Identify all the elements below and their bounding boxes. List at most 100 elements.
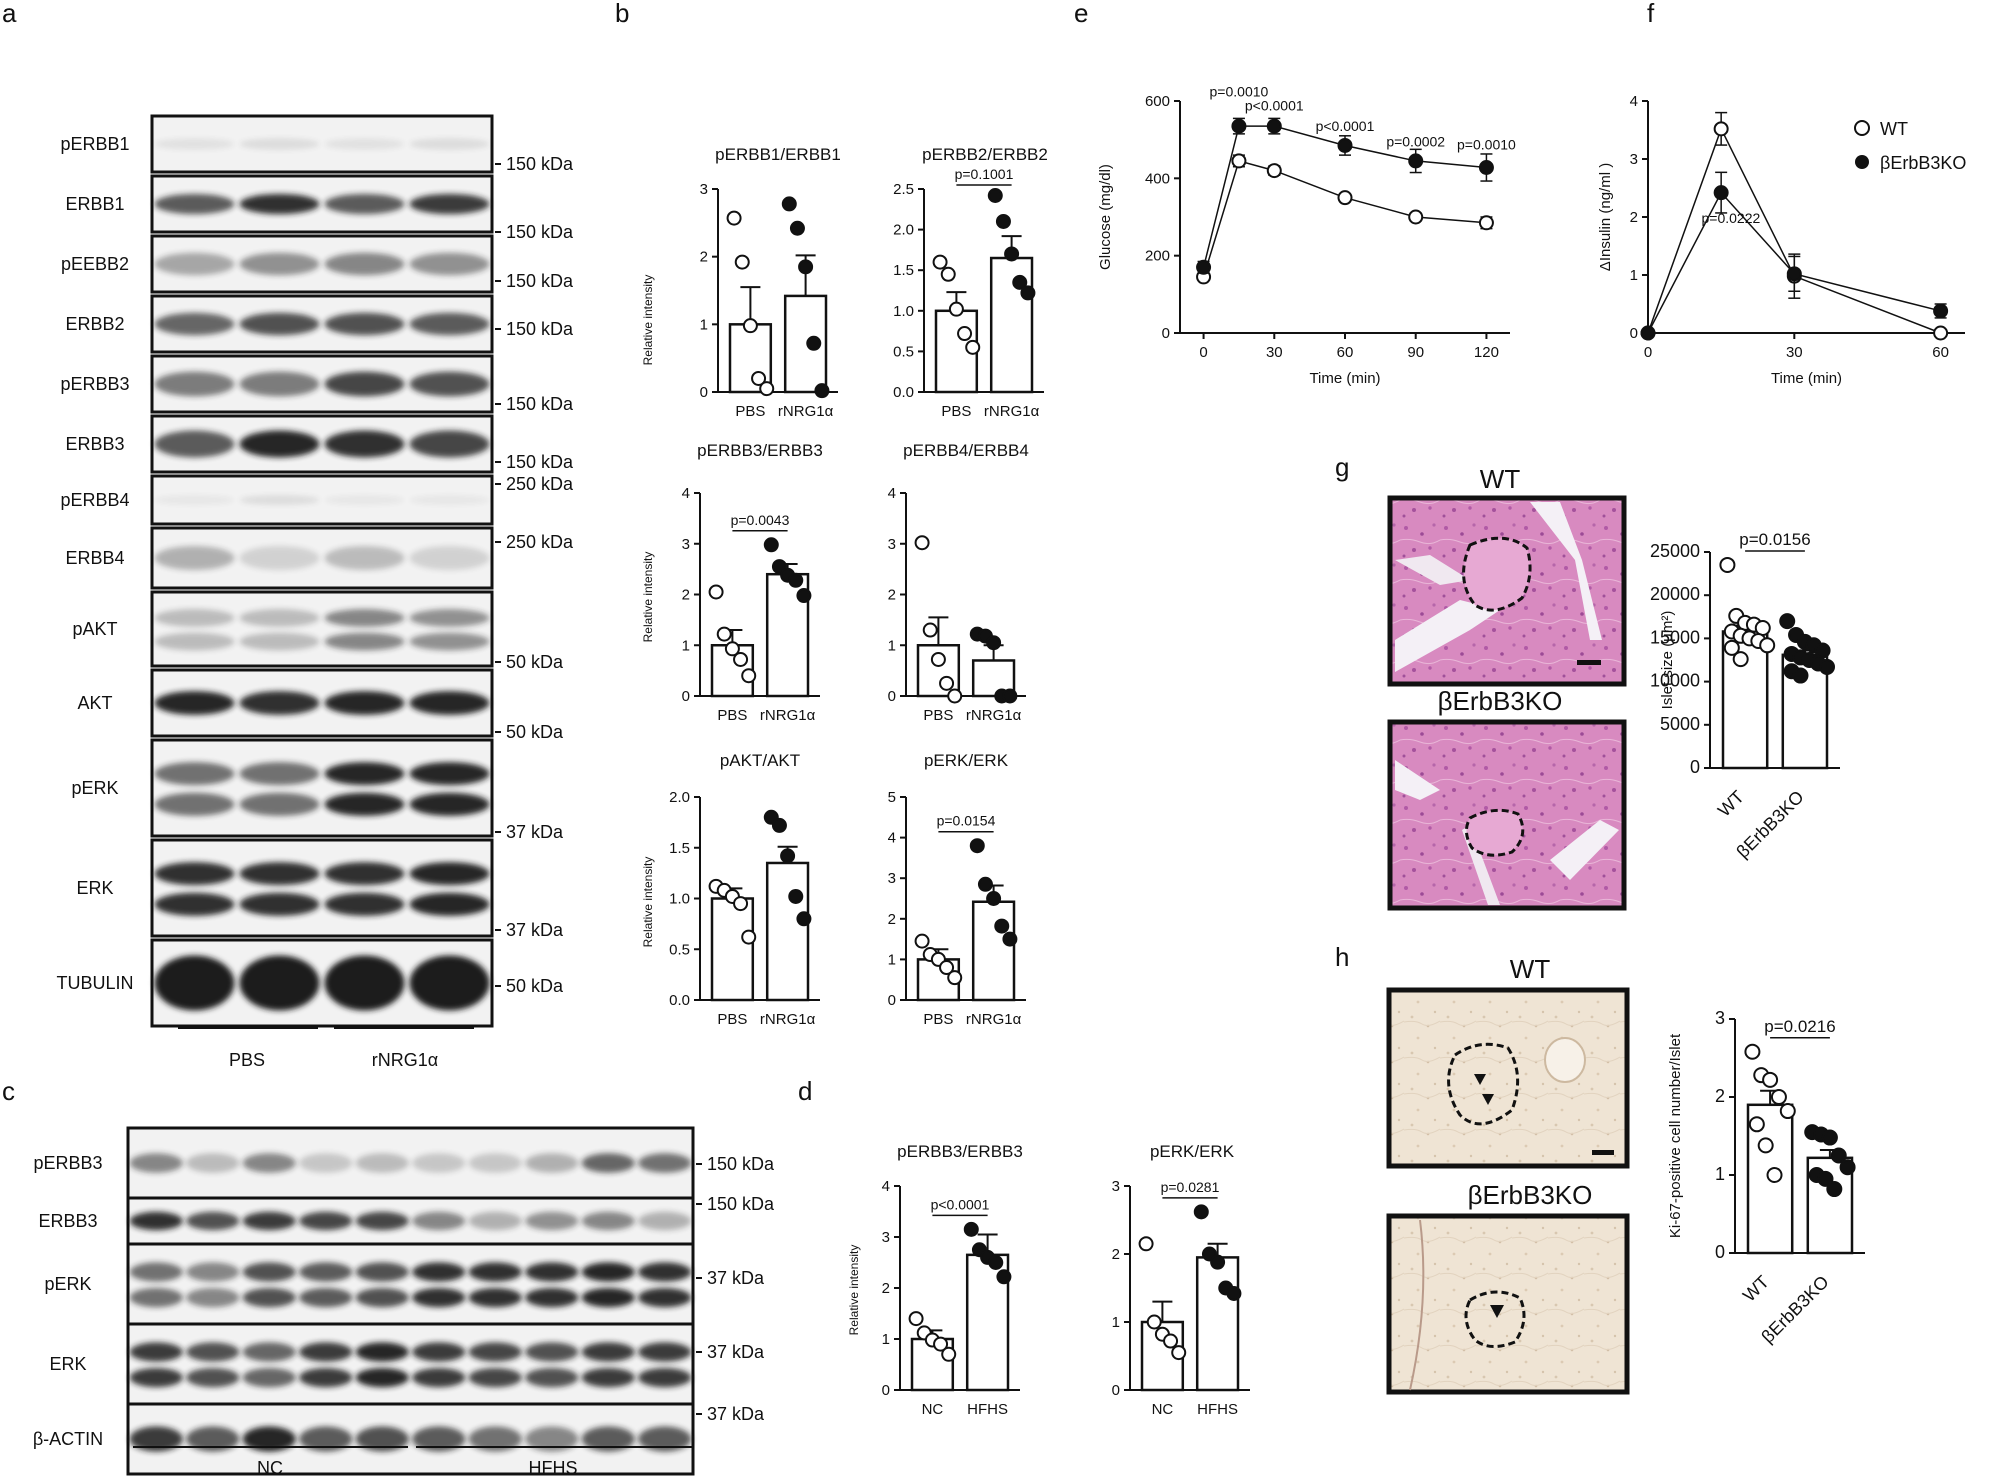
- data-point: [941, 1346, 957, 1362]
- data-point: [914, 933, 930, 949]
- chart-title: pERBB3/ERBB3: [897, 1142, 1023, 1161]
- data-point: [1640, 325, 1656, 341]
- data-point: [908, 1311, 924, 1327]
- p-value: p=0.0281: [1161, 1179, 1220, 1195]
- y-tick-label: 1: [888, 637, 896, 654]
- blot-strip: [150, 738, 494, 838]
- x-tick-label: 30: [1786, 344, 1803, 361]
- y-tick-label: 1: [1112, 1314, 1120, 1331]
- blot-band: [299, 1426, 353, 1452]
- blot-band: [355, 1342, 409, 1362]
- y-tick-label: 0: [700, 384, 708, 401]
- blot-band: [412, 1426, 466, 1452]
- blot-row-label: pERBB3: [33, 1153, 102, 1173]
- x-tick-label: NC: [1152, 1401, 1174, 1418]
- data-point: [1002, 688, 1018, 704]
- blot-band: [154, 252, 235, 276]
- chart-title: pERBB4/ERBB4: [903, 441, 1029, 460]
- group-label-pbs: PBS: [229, 1050, 265, 1070]
- kda-label: 250 kDa: [506, 532, 574, 552]
- data-point: [1478, 160, 1494, 176]
- data-point: [1732, 651, 1749, 668]
- y-tick-label: 20000: [1650, 584, 1700, 604]
- data-point: [988, 1255, 1004, 1270]
- blot-band: [154, 546, 235, 570]
- blot-band: [409, 762, 490, 786]
- blot-row-label: TUBULIN: [56, 973, 133, 993]
- blot-band: [154, 691, 235, 715]
- kda-label: 37 kDa: [506, 822, 564, 842]
- data-point: [1754, 620, 1771, 637]
- blot-band: [581, 1426, 635, 1452]
- blot-band: [239, 312, 320, 336]
- blot-band: [525, 1368, 579, 1388]
- y-tick-label: 0: [1112, 1382, 1120, 1399]
- y-tick-label: 400: [1145, 170, 1170, 187]
- data-point: [1002, 931, 1018, 947]
- kda-label: 50 kDa: [506, 976, 564, 996]
- panel-a-group-lines: PBS rNRG1α: [178, 1027, 474, 1070]
- x-tick-label: 30: [1266, 344, 1283, 361]
- y-tick-label: 3: [682, 536, 690, 553]
- blot-band: [581, 1262, 635, 1282]
- blot-band: [239, 371, 320, 397]
- blot-row-label: ERK: [49, 1354, 86, 1374]
- kda-label: 37 kDa: [707, 1404, 765, 1424]
- p-value: p=0.0010: [1457, 136, 1516, 152]
- chart-perbb4-erbb4: pERBB4/ERBB4 0 1 2 3 4 PBS rNRG1α: [888, 441, 1029, 724]
- chart-title: pERK/ERK: [1150, 1142, 1235, 1161]
- blot-band: [154, 495, 235, 505]
- data-point: [1713, 121, 1729, 137]
- blot-band: [409, 632, 490, 651]
- bar: [1195, 1256, 1240, 1392]
- data-point: [1478, 215, 1494, 231]
- blot-band: [242, 1426, 296, 1452]
- ihc-image-wt: [1386, 987, 1630, 1169]
- data-point: [1779, 1103, 1796, 1120]
- kda-label: 150 kDa: [707, 1154, 775, 1174]
- blot-band: [468, 1342, 522, 1362]
- data-point: [1821, 1129, 1838, 1146]
- blot-band: [129, 1426, 183, 1452]
- y-tick-label: 2.0: [893, 222, 914, 239]
- y-tick-label: 1: [882, 1331, 890, 1348]
- blot-strip: [150, 590, 494, 668]
- data-point: [963, 1221, 979, 1237]
- p-value: p=0.0010: [1210, 83, 1269, 99]
- chart-perbb3-erbb3: pERBB3/ERBB3 0 1 2 3 4 PBS rNRG1α p=0.0043: [682, 441, 823, 724]
- kda-label: 50 kDa: [506, 652, 564, 672]
- data-point: [1012, 274, 1028, 290]
- blot-band: [299, 1368, 353, 1388]
- data-point: [957, 326, 973, 342]
- chart-perbb1-erbb1: pERBB1/ERBB1 0 1 2 3 PBS rNRG1α: [700, 145, 841, 420]
- blot-band: [186, 1211, 240, 1231]
- y-tick-label: 1: [1630, 267, 1638, 284]
- ihc-image-ko: [1386, 1213, 1630, 1395]
- y-tick-label: 1.5: [669, 840, 690, 857]
- blot-band: [154, 609, 235, 627]
- x-tick-label: rNRG1α: [760, 1011, 816, 1028]
- y-axis-label: ΔInsulin (ng/ml ): [1597, 163, 1614, 271]
- y-tick-label: 0: [888, 992, 896, 1009]
- blot-band: [299, 1211, 353, 1231]
- blot-band: [239, 546, 320, 570]
- group-label-hfhs: HFHS: [529, 1458, 578, 1477]
- data-point: [1171, 1345, 1187, 1361]
- y-tick-label: 5000: [1660, 714, 1700, 734]
- data-point: [933, 1336, 949, 1352]
- blot-band: [412, 1153, 466, 1173]
- blot-band: [239, 892, 320, 916]
- x-tick-label: PBS: [941, 403, 971, 420]
- y-tick-label: 2: [888, 587, 896, 604]
- y-tick-label: 15000: [1650, 627, 1700, 647]
- panel-b-ylabel-2: Relative intensity: [641, 552, 655, 643]
- blot-band: [129, 1211, 183, 1231]
- x-tick-label: HFHS: [1197, 1401, 1238, 1418]
- data-point: [914, 535, 930, 551]
- chart-islet-size: 0500010000150002000025000WTβErbB3KOp=0.0…: [1650, 530, 1840, 862]
- y-tick-label: 0.0: [669, 992, 690, 1009]
- p-value: p<0.0001: [931, 1196, 990, 1212]
- y-tick-label: 0: [1715, 1242, 1725, 1262]
- x-tick-label: PBS: [735, 403, 765, 420]
- panel-letter-d: d: [798, 1076, 812, 1106]
